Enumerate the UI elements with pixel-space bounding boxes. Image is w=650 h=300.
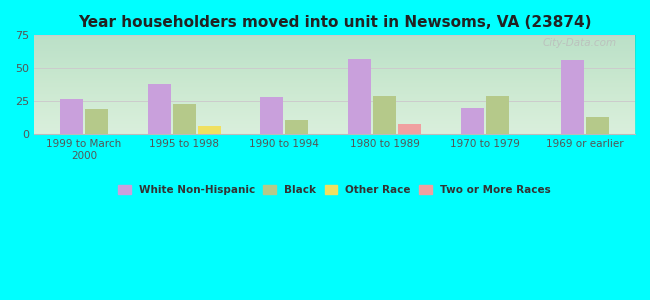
Title: Year householders moved into unit in Newsoms, VA (23874): Year householders moved into unit in New… — [78, 15, 592, 30]
Legend: White Non-Hispanic, Black, Other Race, Two or More Races: White Non-Hispanic, Black, Other Race, T… — [114, 181, 555, 200]
Bar — [285, 120, 309, 134]
Bar — [173, 104, 196, 134]
Bar — [398, 124, 421, 134]
Bar — [198, 126, 221, 134]
Text: City-Data.com: City-Data.com — [543, 38, 617, 48]
Bar — [85, 109, 108, 134]
Bar — [373, 96, 396, 134]
Bar — [486, 96, 509, 134]
Bar — [561, 60, 584, 134]
Bar — [148, 84, 171, 134]
Bar — [461, 108, 484, 134]
Bar — [348, 59, 371, 134]
Bar — [261, 97, 283, 134]
Bar — [60, 99, 83, 134]
Bar — [586, 117, 609, 134]
